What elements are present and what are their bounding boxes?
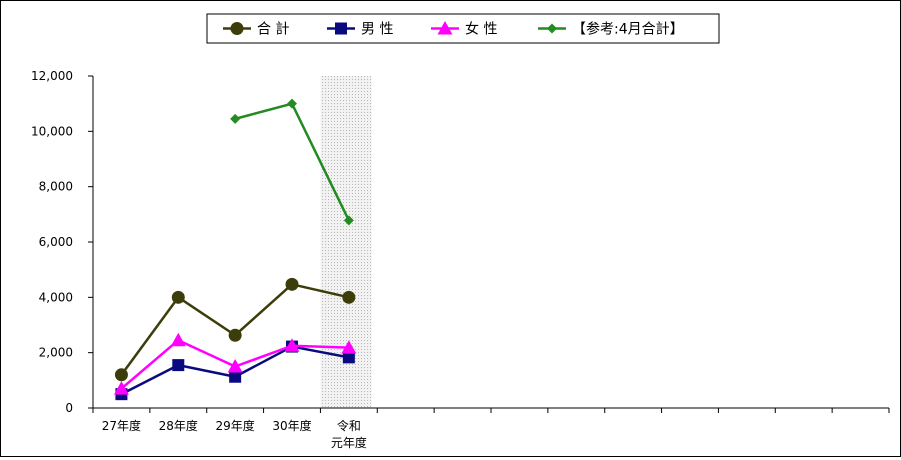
legend-marker: [230, 22, 244, 35]
legend-marker: [335, 22, 347, 35]
y-tick-label: 4,000: [39, 290, 73, 304]
legend-entry: 【参考:4月合計】: [538, 21, 684, 38]
y-tick-label: 6,000: [39, 235, 73, 249]
legend-entry: 女 性: [431, 21, 497, 38]
legend-entry: 合 計: [223, 22, 289, 38]
y-tick-label: 0: [65, 401, 73, 415]
series-3: [230, 98, 354, 226]
data-point: [227, 359, 243, 373]
series-0: [114, 277, 356, 382]
x-tick-label: 27年度: [102, 418, 141, 433]
x-tick-label: 元年度: [331, 435, 367, 450]
series-2: [113, 332, 357, 395]
x-tick-label: 29年度: [216, 418, 255, 433]
legend-marker: [437, 21, 453, 35]
legend-marker: [547, 23, 557, 34]
data-point: [171, 290, 185, 304]
x-tick-label: 30年度: [272, 418, 311, 433]
x-tick-label: 28年度: [159, 418, 198, 433]
data-point: [342, 351, 355, 364]
data-point: [285, 277, 299, 291]
data-point: [114, 368, 128, 382]
data-point: [228, 328, 242, 342]
data-point: [170, 332, 186, 347]
data-point: [284, 338, 300, 352]
data-point: [229, 370, 242, 383]
data-point: [287, 98, 297, 109]
legend-label: 女 性: [465, 21, 497, 38]
legend-box: [206, 13, 720, 44]
legend-label: 男 性: [361, 22, 393, 38]
y-tick-label: 10,000: [31, 124, 73, 138]
data-point: [343, 215, 354, 226]
legend-entry: 男 性: [327, 22, 393, 38]
y-tick-label: 12,000: [31, 69, 73, 83]
data-point: [172, 359, 185, 372]
data-point: [341, 340, 357, 354]
x-tick-label: 令和: [337, 418, 361, 433]
y-tick-label: 8,000: [39, 180, 73, 194]
data-point: [342, 290, 356, 304]
y-tick-label: 2,000: [39, 346, 73, 360]
data-point: [113, 381, 129, 395]
data-point: [230, 113, 241, 124]
legend-label: 合 計: [257, 22, 289, 38]
legend-label: 【参考:4月合計】: [572, 21, 684, 38]
